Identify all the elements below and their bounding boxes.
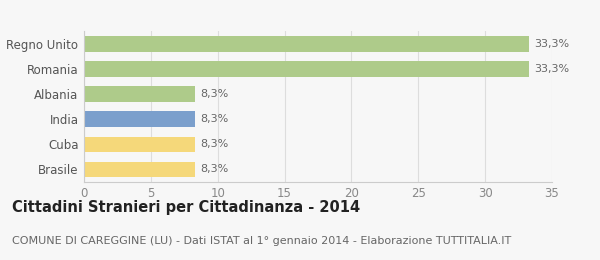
Bar (84, 61, 529, 77)
Text: 8,3%: 8,3% (200, 164, 229, 174)
Text: COMUNE DI CAREGGINE (LU) - Dati ISTAT al 1° gennaio 2014 - Elaborazione TUTTITAL: COMUNE DI CAREGGINE (LU) - Dati ISTAT al… (12, 236, 511, 246)
Text: 8,3%: 8,3% (200, 89, 229, 99)
Text: 33,3%: 33,3% (535, 39, 570, 49)
Bar (84, 162, 195, 177)
Text: 8,3%: 8,3% (200, 114, 229, 124)
Bar (84, 86, 195, 102)
Text: 33,3%: 33,3% (535, 64, 570, 74)
Text: 8,3%: 8,3% (200, 139, 229, 149)
Bar (84, 136, 195, 152)
Bar (84, 111, 195, 127)
Bar (84, 36, 529, 51)
Text: Cittadini Stranieri per Cittadinanza - 2014: Cittadini Stranieri per Cittadinanza - 2… (12, 200, 360, 215)
